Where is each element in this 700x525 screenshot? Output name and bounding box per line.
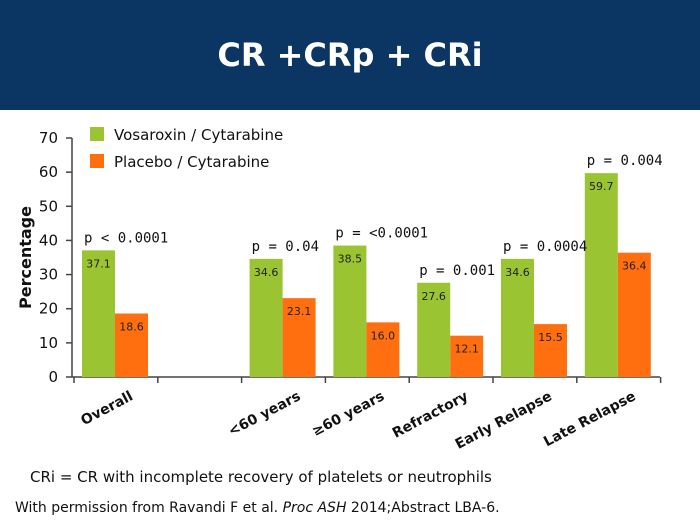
page-title: CR +CRp + CRi: [217, 36, 483, 74]
y-tick-label: 30: [39, 266, 58, 284]
bar-vosaroxin: [501, 258, 534, 377]
x-category-label: Refractory: [390, 388, 471, 441]
footnote: CRi = CR with incomplete recovery of pla…: [30, 468, 492, 486]
bar-chart: 0 10 20 30 40 50 60 70 Percentage 37.1 18.6 Overall…: [16, 126, 663, 453]
y-axis-title: Percentage: [16, 206, 35, 309]
p-value-annotation: p = 0.001: [419, 263, 495, 279]
bar-placebo: [115, 313, 148, 377]
p-value-annotation: p < 0.0001: [84, 230, 168, 246]
bar-value-label: 12.1: [454, 343, 479, 356]
y-tick-label: 50: [39, 197, 58, 215]
x-category-label: Late Relapse: [541, 388, 638, 450]
bar-value-label: 59.7: [589, 180, 614, 193]
bar-value-label: 38.5: [338, 253, 363, 266]
bar-placebo: [366, 322, 400, 377]
bar-vosaroxin: [584, 173, 618, 377]
header-banner: [0, 0, 700, 110]
y-tick-label: 60: [39, 163, 58, 181]
bar-value-label: 37.1: [86, 257, 111, 270]
p-value-annotation: p = <0.0001: [335, 226, 428, 242]
p-value-annotation: p = 0.04: [252, 239, 319, 255]
legend-label: Vosaroxin / Cytarabine: [114, 126, 283, 144]
y-tick-label: 0: [48, 368, 58, 386]
credit-line: With permission from Ravandi F et al. Pr…: [15, 500, 500, 516]
bar-value-label: 34.6: [505, 266, 530, 279]
legend-swatch: [90, 127, 104, 141]
credit-prefix: With permission from Ravandi F et al.: [15, 500, 279, 516]
legend-swatch: [90, 154, 104, 168]
bar-value-label: 34.6: [254, 266, 279, 279]
x-category-label: Overall: [78, 388, 135, 429]
p-value-annotation: p = 0.0004: [503, 239, 587, 255]
bar-placebo: [450, 335, 484, 377]
x-category-label: <60 years: [226, 388, 304, 439]
y-tick-label: 10: [39, 334, 58, 352]
legend-label: Placebo / Cytarabine: [114, 153, 269, 171]
bar-value-label: 27.6: [421, 290, 446, 303]
bar-value-label: 16.0: [371, 329, 396, 342]
credit-journal: Proc ASH: [282, 500, 347, 516]
bar-value-label: 15.5: [538, 331, 563, 344]
p-value-annotation: p = 0.004: [587, 153, 663, 169]
x-category-label: ≥60 years: [310, 388, 388, 439]
y-tick-label: 70: [39, 129, 58, 147]
credit-suffix: 2014;Abstract LBA-6.: [350, 500, 500, 516]
bar-value-label: 36.4: [622, 260, 647, 273]
bar-value-label: 18.6: [119, 320, 144, 333]
bar-vosaroxin: [82, 250, 115, 377]
bar-placebo: [282, 298, 316, 377]
y-tick-label: 40: [39, 231, 58, 249]
bar-vosaroxin: [249, 258, 283, 377]
bar-vosaroxin: [333, 245, 367, 377]
bar-placebo: [617, 252, 651, 377]
bar-value-label: 23.1: [287, 305, 312, 318]
y-tick-label: 20: [39, 300, 58, 318]
bar-vosaroxin: [417, 282, 451, 377]
bar-placebo: [534, 324, 567, 377]
